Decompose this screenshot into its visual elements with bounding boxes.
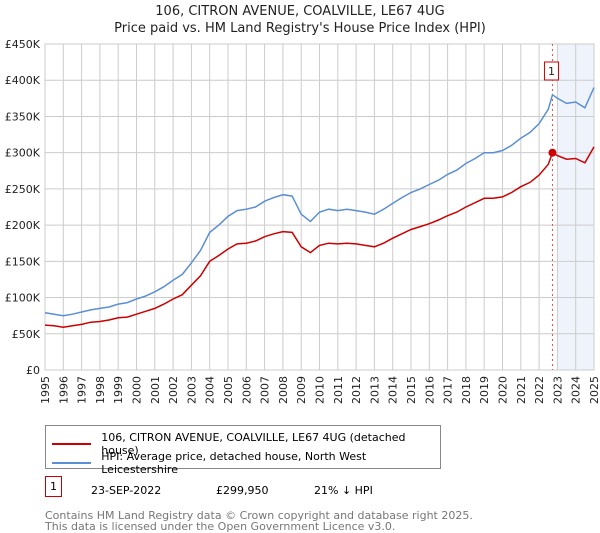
transaction-price: £299,950 xyxy=(216,484,269,497)
y-tick-label: £450K xyxy=(5,38,41,51)
x-tick-label: 2014 xyxy=(387,376,400,404)
x-tick-label: 1999 xyxy=(112,376,125,404)
x-tick-label: 1998 xyxy=(94,376,107,404)
x-tick-label: 2021 xyxy=(515,376,528,404)
x-tick-label: 2009 xyxy=(295,376,308,404)
transaction-date: 23-SEP-2022 xyxy=(91,484,162,497)
x-tick-label: 2013 xyxy=(368,376,381,404)
y-tick-label: £400K xyxy=(5,74,41,87)
x-tick-label: 2016 xyxy=(423,376,436,404)
sale-point xyxy=(548,148,557,157)
hpi-line xyxy=(44,87,595,317)
x-tick-label: 2023 xyxy=(551,376,564,404)
plot-frame xyxy=(44,43,595,371)
y-tick-label: £0 xyxy=(26,364,40,377)
x-tick-label: 2007 xyxy=(259,376,272,404)
y-tick-label: £250K xyxy=(5,183,41,196)
x-tick-label: 2001 xyxy=(149,376,162,404)
y-tick-label: £50K xyxy=(12,328,41,341)
y-tick-label: £350K xyxy=(5,110,41,123)
x-tick-label: 2020 xyxy=(497,376,510,404)
x-tick-label: 2011 xyxy=(332,376,345,404)
y-tick-label: £200K xyxy=(5,219,41,232)
footer-line-1: Contains HM Land Registry data © Crown c… xyxy=(45,509,473,522)
x-tick-label: 2002 xyxy=(167,376,180,404)
x-tick-label: 2022 xyxy=(533,376,546,404)
x-tick-label: 2006 xyxy=(240,376,253,404)
legend-item-hpi: HPI: Average price, detached house, Nort… xyxy=(52,450,440,476)
x-tick-label: 2017 xyxy=(442,376,455,404)
x-tick-label: 1996 xyxy=(57,376,70,404)
x-tick-label: 2005 xyxy=(222,376,235,404)
x-tick-label: 2000 xyxy=(131,376,144,404)
x-tick-label: 2012 xyxy=(350,376,363,404)
transaction-number: 1 xyxy=(45,476,62,497)
chart-title: 106, CITRON AVENUE, COALVILLE, LE67 4UG xyxy=(155,4,445,19)
x-tick-label: 2024 xyxy=(570,376,583,404)
x-tick-label: 2003 xyxy=(185,376,198,404)
red-line-swatch xyxy=(52,443,92,445)
blue-line-swatch xyxy=(52,462,92,464)
x-tick-label: 2015 xyxy=(405,376,418,404)
legend-item-property: 106, CITRON AVENUE, COALVILLE, LE67 4UG … xyxy=(52,431,440,457)
x-tick-label: 1997 xyxy=(76,376,89,404)
property-price-line xyxy=(44,146,595,329)
x-tick-label: 2008 xyxy=(277,376,290,404)
annotation-label: 1 xyxy=(548,65,555,78)
y-tick-label: £300K xyxy=(5,147,41,160)
x-tick-label: 1995 xyxy=(39,376,52,404)
footer: Contains HM Land Registry data © Crown c… xyxy=(45,510,473,532)
x-tick-label: 2004 xyxy=(204,376,217,404)
y-tick-label: £100K xyxy=(5,292,41,305)
x-tick-label: 2010 xyxy=(314,376,327,404)
transaction-hpi-diff: 21% ↓ HPI xyxy=(314,484,373,497)
legend-label: 106, CITRON AVENUE, COALVILLE, LE67 4UG … xyxy=(101,431,406,457)
legend-label: HPI: Average price, detached house, Nort… xyxy=(101,450,367,476)
legend: 106, CITRON AVENUE, COALVILLE, LE67 4UG … xyxy=(45,425,441,476)
x-tick-label: 2019 xyxy=(478,376,491,404)
y-tick-label: £150K xyxy=(5,255,41,268)
chart-subtitle: Price paid vs. HM Land Registry's House … xyxy=(114,21,486,36)
annotation-box xyxy=(543,61,559,81)
x-tick-label: 2018 xyxy=(460,376,473,404)
line-chart: 1995 1996 1997 1998 1999 2000 2001 2002 2003 2004… xyxy=(5,38,600,404)
x-tick-label: 2025 xyxy=(588,376,600,404)
footer-line-2: This data is licensed under the Open Gov… xyxy=(45,520,396,533)
